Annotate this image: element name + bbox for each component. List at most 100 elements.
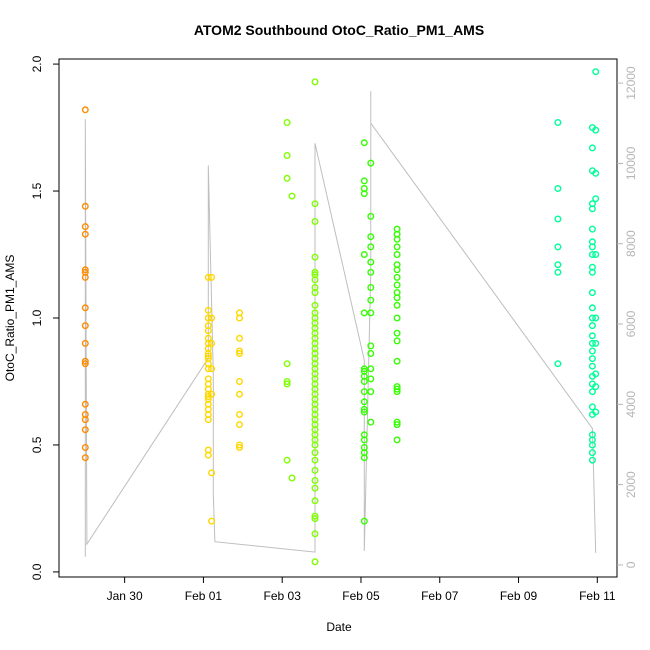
data-point <box>81 273 89 281</box>
data-point <box>360 190 368 198</box>
chart-title: ATOM2 Southbound OtoC_Ratio_PM1_AMS <box>194 22 484 38</box>
data-point <box>311 477 319 485</box>
data-point <box>81 444 89 452</box>
data-point <box>367 342 375 350</box>
x-tick-label: Feb 01 <box>185 589 223 603</box>
data-point <box>588 205 596 213</box>
data-point <box>235 444 243 452</box>
data-point <box>311 484 319 492</box>
data-point <box>588 403 596 411</box>
data-point <box>283 456 291 464</box>
y2-tick-label: 12000 <box>624 66 638 100</box>
data-point <box>588 225 596 233</box>
data-point <box>588 144 596 152</box>
data-point <box>367 258 375 266</box>
data-point <box>81 339 89 347</box>
data-point <box>393 385 401 393</box>
data-point <box>288 192 296 200</box>
data-point <box>311 512 319 520</box>
data-point <box>235 441 243 449</box>
data-point <box>393 421 401 429</box>
data-point <box>367 418 375 426</box>
y2-tick-label: 2000 <box>624 471 638 498</box>
data-point <box>81 360 89 368</box>
data-point <box>360 365 368 373</box>
data-point <box>311 466 319 474</box>
data-point <box>588 347 596 355</box>
data-point <box>592 339 600 347</box>
x-tick-label: Feb 07 <box>421 589 459 603</box>
data-point <box>235 378 243 386</box>
data-point <box>208 469 216 477</box>
data-point <box>592 169 600 177</box>
data-point <box>235 390 243 398</box>
data-point <box>588 441 596 449</box>
data-point <box>592 370 600 378</box>
data-point <box>81 454 89 462</box>
data-point <box>81 266 89 274</box>
y-axis: 0.0 0.5 1.0 1.5 2.0 <box>30 55 59 580</box>
data-point <box>311 441 319 449</box>
data-point <box>588 332 596 340</box>
data-point <box>360 398 368 406</box>
data-point <box>554 261 562 269</box>
data-point <box>360 436 368 444</box>
data-point <box>367 284 375 292</box>
data-point <box>311 200 319 208</box>
data-point <box>367 268 375 276</box>
secondary-line <box>84 91 597 557</box>
data-point <box>360 405 368 413</box>
data-point <box>283 380 291 388</box>
data-point <box>360 517 368 525</box>
right-y-axis: 0 2000 4000 6000 8000 10000 12000 <box>617 66 638 568</box>
data-point <box>360 454 368 462</box>
data-point <box>283 174 291 182</box>
data-point <box>393 388 401 396</box>
data-point <box>204 306 212 314</box>
data-point <box>393 250 401 258</box>
data-point <box>283 378 291 386</box>
points-layer <box>81 68 600 566</box>
data-point <box>367 243 375 251</box>
data-point <box>367 212 375 220</box>
x-tick-label: Feb 09 <box>500 589 538 603</box>
data-point <box>554 184 562 192</box>
y-tick-label: 1.5 <box>30 182 44 199</box>
x-tick-label: Feb 05 <box>342 589 380 603</box>
data-point <box>81 202 89 210</box>
data-point <box>393 337 401 345</box>
data-point <box>204 365 212 373</box>
data-point <box>592 408 600 416</box>
data-point <box>393 436 401 444</box>
x-tick-label: Feb 11 <box>579 589 616 603</box>
data-point <box>367 309 375 317</box>
y-tick-label: 0.0 <box>30 563 44 580</box>
x-axis: Jan 30 Feb 01 Feb 03 Feb 05 Feb 07 Feb 09 Feb … <box>107 577 616 603</box>
data-point <box>360 309 368 317</box>
data-point <box>208 273 216 281</box>
y2-tick-label: 4000 <box>624 391 638 418</box>
data-point <box>588 314 596 322</box>
data-point <box>367 350 375 358</box>
y2-tick-label: 10000 <box>624 146 638 180</box>
data-point <box>311 515 319 523</box>
data-point <box>393 273 401 281</box>
data-point <box>283 118 291 126</box>
data-point <box>554 215 562 223</box>
data-point <box>204 451 212 459</box>
data-point <box>235 347 243 355</box>
data-point <box>235 350 243 358</box>
data-point <box>81 416 89 424</box>
data-point <box>311 497 319 505</box>
data-point <box>283 151 291 159</box>
data-point <box>588 339 596 347</box>
data-point <box>204 416 212 424</box>
data-point <box>360 408 368 416</box>
data-point <box>81 400 89 408</box>
x-tick-label: Jan 30 <box>107 589 143 603</box>
data-point <box>393 281 401 289</box>
data-point <box>393 266 401 274</box>
data-point <box>235 334 243 342</box>
